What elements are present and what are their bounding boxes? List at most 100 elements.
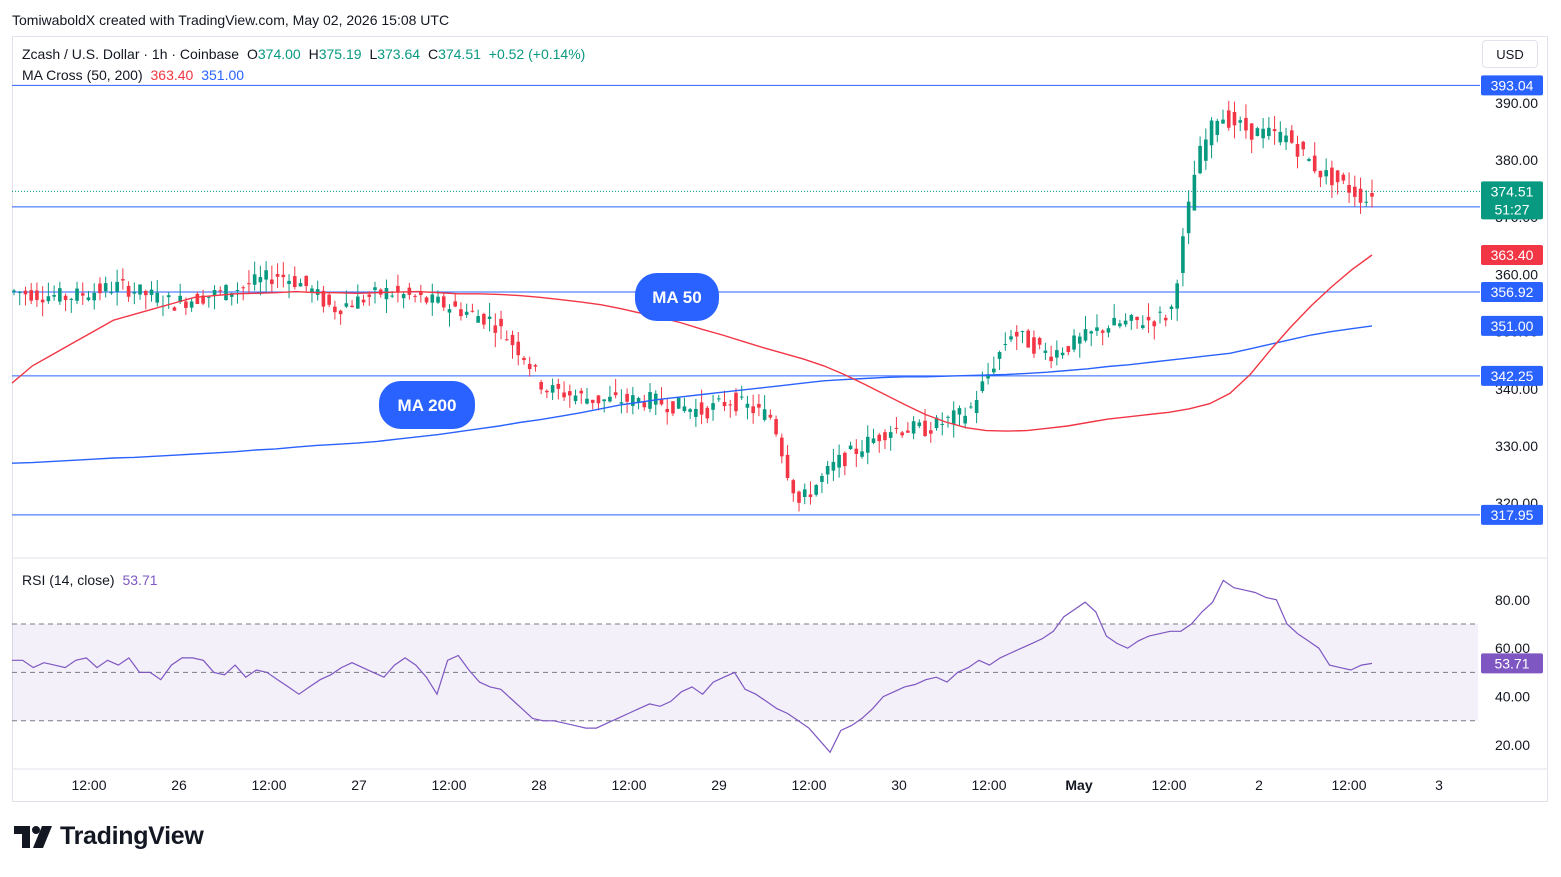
candle-body [1175,283,1179,309]
time-tick-label: 12:00 [431,777,466,793]
candle-body [143,290,148,296]
time-tick-label: 12:00 [971,777,1006,793]
time-tick-label: 12:00 [71,777,106,793]
rsi-legend[interactable]: RSI (14, close) 53.71 [22,572,162,588]
candle-body [338,310,343,315]
candle-body [1083,329,1088,341]
candle-body [235,290,240,292]
last-price-badge [1481,181,1543,220]
candle-body [184,301,188,308]
candle-body [963,415,967,424]
candle-body [579,390,584,394]
candle-body [453,301,458,307]
candle-body [281,274,286,278]
candle-body [1226,110,1231,128]
time-tick-label: 27 [351,777,367,793]
candle-body [40,299,45,303]
low-label: L [369,46,378,62]
candle-body [711,403,715,410]
candle-body [441,296,446,308]
tradingview-logo[interactable]: TradingView [14,822,204,851]
candle-body [310,288,314,293]
candle-body [80,293,85,296]
ma-callout[interactable] [635,273,719,321]
candle-body [436,296,440,303]
candle-body [1238,120,1243,123]
candle-body [734,392,738,412]
candle-body [1330,167,1334,186]
candle-body [327,294,331,305]
time-tick-label: 2 [1255,777,1263,793]
candle-body [138,284,142,295]
candle-body [447,309,452,313]
candle-body [487,316,492,320]
open-value: 374.00 [257,46,301,62]
candle-body [1123,320,1128,325]
ma200-line [11,325,1373,464]
candle-body [1289,130,1294,143]
candle-body [1358,188,1363,203]
rsi-name: RSI (14, close) [22,572,115,588]
rsi-tick-label: 60.00 [1495,640,1530,656]
candle-body [166,295,171,298]
candle-body [871,438,876,443]
candle-body [1341,174,1346,181]
candle-body [292,276,297,288]
close-value: 374.51 [438,46,481,62]
ma-callout[interactable] [379,381,475,429]
time-tick-label: 30 [891,777,907,793]
candle-body [751,406,755,414]
candle-body [568,391,572,396]
candle-body [802,489,807,497]
candle-body [1307,158,1311,161]
high-value: 375.19 [318,46,362,62]
candle-body [476,316,480,323]
candle-body [121,279,125,281]
candle-body [716,398,721,400]
candle-body [321,290,326,307]
candle-body [928,430,933,434]
candle-body [1318,170,1323,178]
candle-body [1181,236,1185,273]
ma-cross-legend[interactable]: MA Cross (50, 200) 363.40 351.00 [22,67,248,83]
symbol-name[interactable]: Zcash / U.S. Dollar · 1h · Coinbase [22,46,240,62]
rsi-line [12,579,1373,754]
candle-body [459,309,463,317]
candle-body [642,402,647,408]
candle-body [1204,139,1208,161]
candle-body [757,403,761,408]
rsi-value-badge [1481,653,1543,674]
candle-body [1261,128,1265,139]
candle-body [396,285,400,293]
candle-body [1209,120,1214,146]
candle-body [1060,352,1065,356]
candle-body [768,414,773,418]
time-tick-label: 28 [531,777,547,793]
candle-body [218,290,223,292]
candle-body [413,295,417,297]
candle-body [865,436,870,453]
time-tick-label: 12:00 [1331,777,1366,793]
candle-body [1135,316,1139,321]
rsi-tick-label: 40.00 [1495,689,1530,705]
candle-body [1014,331,1019,337]
price-axis-badge-label: 356.92 [1491,284,1534,300]
candle-body [671,401,675,414]
candle-body [361,299,366,303]
candle-body [1032,337,1036,354]
open-label: O [246,46,258,62]
candle-body [384,287,389,300]
candle-body [533,365,538,367]
candle-body [493,325,498,333]
candle-body [940,423,945,425]
rsi-value: 53.71 [122,572,158,588]
price-axis-badge [1481,365,1543,386]
candle-body [1186,201,1191,234]
currency-button[interactable]: USD [1482,40,1538,68]
candle-body [195,293,200,305]
candle-body [785,454,790,479]
price-axis-badge-label: 363.40 [1491,247,1534,263]
candle-body [992,368,996,373]
candle-body [1106,328,1111,333]
